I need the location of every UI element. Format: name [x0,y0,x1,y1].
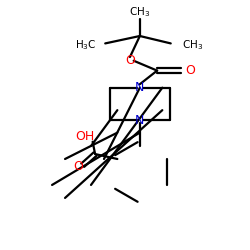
Text: CH$_3$: CH$_3$ [182,38,203,52]
Text: CH$_3$: CH$_3$ [129,6,150,20]
Text: O: O [185,64,195,77]
Text: O: O [73,160,83,173]
Text: O: O [125,54,135,67]
Text: N: N [135,114,144,126]
Text: OH: OH [76,130,95,143]
Text: N: N [135,82,144,94]
Text: H$_3$C: H$_3$C [75,38,96,52]
